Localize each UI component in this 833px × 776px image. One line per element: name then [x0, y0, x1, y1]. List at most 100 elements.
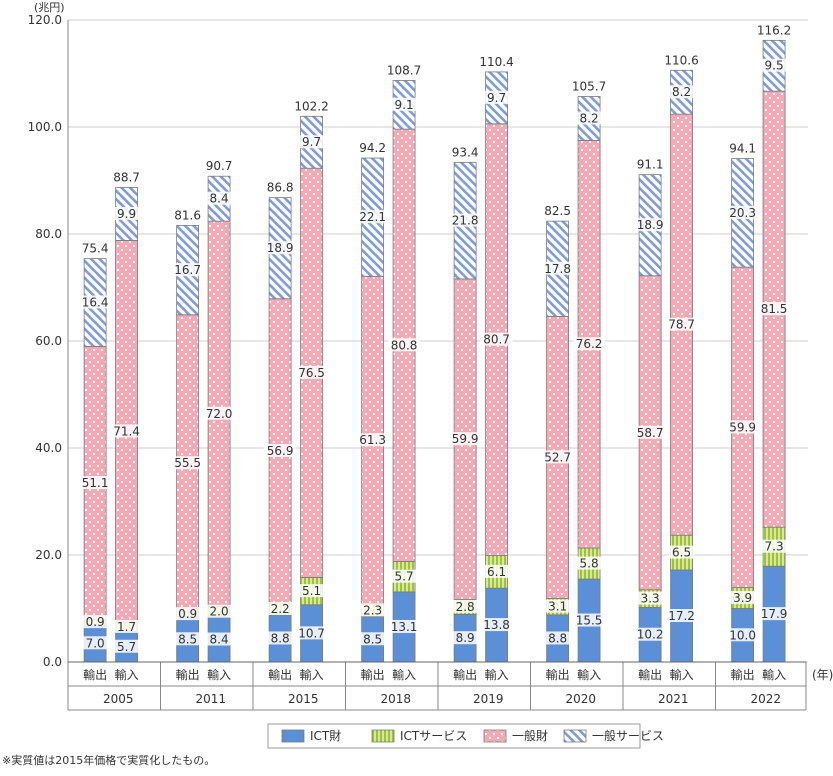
data-label: 18.9: [267, 241, 294, 255]
data-label: 5.7: [395, 570, 414, 584]
data-label-bg: [295, 365, 328, 379]
data-label-bg: [758, 302, 791, 316]
data-label: 10.0: [729, 628, 756, 642]
data-label: 81.5: [761, 302, 788, 316]
data-label-bg: [665, 317, 698, 331]
data-label: 1.7: [117, 620, 136, 634]
data-label-bg: [452, 631, 478, 645]
data-label: 80.8: [391, 338, 418, 352]
legend-swatch: [371, 729, 395, 743]
data-label: 21.8: [452, 214, 479, 228]
data-label: 10.7: [298, 626, 325, 640]
data-label: 2.0: [210, 605, 229, 619]
data-label-bg: [545, 631, 571, 645]
data-label-bg: [480, 332, 513, 346]
total-label: 82.5: [544, 204, 571, 218]
data-label-bg: [267, 602, 293, 616]
data-label-bg: [82, 615, 108, 629]
data-label-bg: [264, 241, 297, 255]
data-label: 2.2: [271, 602, 290, 616]
data-label: 58.7: [637, 426, 664, 440]
data-label-bg: [541, 261, 574, 275]
data-label-bg: [726, 205, 759, 219]
data-label-bg: [114, 639, 140, 653]
data-label-bg: [391, 569, 417, 583]
data-label-bg: [665, 608, 698, 622]
data-label-bg: [669, 85, 695, 99]
bar-category-label: 輸入: [762, 667, 786, 682]
data-label-bg: [82, 636, 108, 650]
bar-category-label: 輸入: [485, 667, 509, 682]
data-label-bg: [449, 432, 482, 446]
total-label: 91.1: [637, 158, 664, 172]
data-label-bg: [576, 556, 602, 570]
data-label-bg: [573, 613, 606, 627]
total-label: 116.2: [757, 23, 791, 37]
data-label: 13.8: [483, 618, 510, 632]
legend-swatch: [563, 729, 587, 743]
legend-label: 一般財: [512, 728, 548, 743]
data-label: 10.2: [637, 628, 664, 642]
data-label-bg: [634, 627, 667, 641]
data-label: 51.1: [82, 476, 109, 490]
data-label-bg: [726, 628, 759, 642]
data-label-bg: [175, 607, 201, 621]
data-label-bg: [576, 111, 602, 125]
data-label-bg: [388, 338, 421, 352]
y-tick-label: 100.0: [28, 120, 62, 134]
data-label: 0.9: [178, 607, 197, 621]
data-label-bg: [114, 206, 140, 220]
data-label-bg: [573, 337, 606, 351]
total-label: 94.1: [729, 142, 756, 156]
legend-swatch: [281, 729, 305, 743]
bar-category-label: 輸出: [83, 667, 107, 682]
data-label: 22.1: [359, 210, 386, 224]
data-label: 13.1: [391, 620, 418, 634]
data-label-bg: [171, 456, 204, 470]
y-tick-label: 0.0: [43, 655, 62, 669]
data-label-bg: [634, 218, 667, 232]
data-label: 6.1: [487, 565, 506, 579]
bar-category-label: 輸入: [577, 667, 601, 682]
data-label: 76.2: [576, 337, 603, 351]
data-label-bg: [484, 90, 510, 104]
total-label: 108.7: [387, 63, 421, 77]
year-label: 2022: [750, 692, 781, 706]
total-label: 93.4: [452, 145, 479, 159]
bar-category-label: 輸出: [268, 667, 292, 682]
bar-category-label: 輸出: [176, 667, 200, 682]
data-label: 18.9: [637, 218, 664, 232]
year-label: 2021: [658, 692, 689, 706]
year-label: 2018: [380, 692, 411, 706]
bar-category-label: 輸出: [731, 667, 755, 682]
data-label: 2.3: [363, 603, 382, 617]
total-label: 88.7: [113, 170, 140, 184]
data-label: 9.7: [302, 135, 321, 149]
data-label-bg: [206, 632, 232, 646]
year-label: 2005: [103, 692, 134, 706]
data-label: 52.7: [544, 450, 571, 464]
data-label-bg: [110, 424, 143, 438]
data-label-bg: [730, 591, 756, 605]
data-label: 6.5: [672, 546, 691, 560]
data-label-bg: [206, 191, 232, 205]
data-label-bg: [452, 599, 478, 613]
data-label-bg: [634, 425, 667, 439]
legend-label: ICT財: [310, 728, 341, 743]
data-label: 78.7: [668, 318, 695, 332]
data-label: 20.3: [729, 206, 756, 220]
total-label: 102.2: [294, 99, 328, 113]
data-label: 8.8: [548, 631, 567, 645]
data-label-bg: [79, 295, 112, 309]
y-tick-label: 80.0: [35, 227, 62, 241]
data-label: 17.8: [544, 262, 571, 276]
bar-category-label: 輸入: [115, 667, 139, 682]
data-label: 61.3: [359, 433, 386, 447]
data-label-bg: [264, 443, 297, 457]
data-label: 16.7: [174, 263, 201, 277]
data-label: 56.9: [267, 444, 294, 458]
bar-category-label: 輸入: [670, 667, 694, 682]
data-label: 72.0: [206, 407, 233, 421]
data-label-bg: [295, 626, 328, 640]
data-label: 8.2: [580, 111, 599, 125]
